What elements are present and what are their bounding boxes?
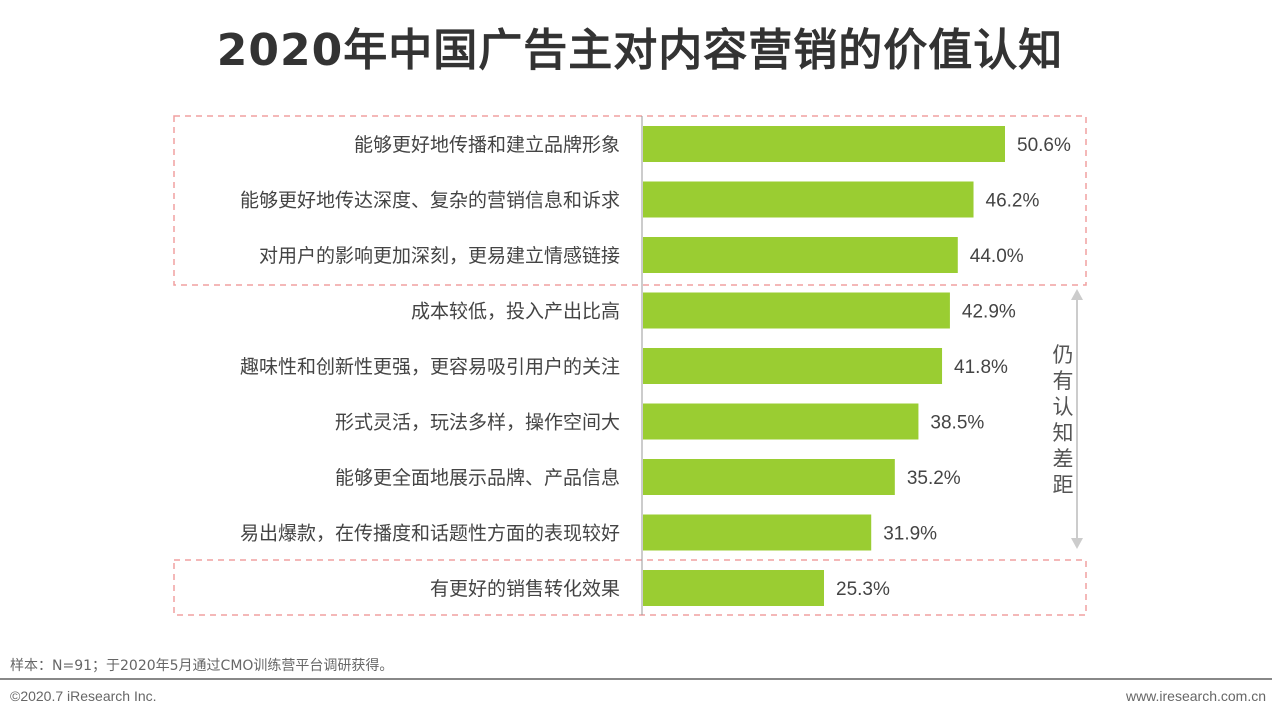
value-label: 46.2% — [986, 191, 1040, 212]
value-label: 38.5% — [930, 413, 984, 434]
bar — [643, 570, 824, 606]
bar — [643, 403, 919, 440]
category-label: 有更好的销售转化效果 — [430, 578, 620, 600]
category-label: 趣味性和创新性更强，更容易吸引用户的关注 — [240, 356, 620, 378]
category-label: 易出爆款，在传播度和话题性方面的表现较好 — [240, 523, 620, 545]
highlight-box — [173, 115, 1087, 286]
website-link[interactable]: www.iresearch.com.cn — [1125, 688, 1266, 704]
chart-title: 2020年中国广告主对内容营销的价值认知 — [216, 25, 1064, 76]
annotation-char: 仍 — [1053, 343, 1074, 367]
category-label: 形式灵活，玩法多样，操作空间大 — [335, 412, 620, 434]
annotation-char: 有 — [1053, 369, 1074, 393]
value-label: 44.0% — [970, 246, 1024, 267]
value-label: 50.6% — [1017, 135, 1071, 156]
annotation-char: 认 — [1053, 395, 1074, 419]
footer-divider — [0, 678, 1272, 680]
sample-note: 样本：N=91；于2020年5月通过CMO训练营平台调研获得。 — [10, 658, 394, 674]
bar — [643, 237, 958, 273]
value-label: 41.8% — [954, 357, 1008, 378]
value-label: 42.9% — [962, 302, 1016, 323]
category-label: 成本较低，投入产出比高 — [411, 301, 620, 323]
bar — [643, 514, 872, 551]
bar — [643, 126, 1005, 162]
copyright: ©2020.7 iResearch Inc. — [10, 688, 157, 704]
value-label: 35.2% — [907, 468, 961, 489]
bar — [643, 348, 943, 384]
bar-chart: 能够更好地传播和建立品牌形象 50.6% 能够更好地传达深度、复杂的营销信息和诉求 4… — [173, 115, 1087, 616]
bar — [643, 459, 895, 495]
annotation-char: 距 — [1053, 473, 1074, 497]
annotation-char: 知 — [1053, 421, 1074, 445]
category-label: 对用户的影响更加深刻，更易建立情感链接 — [259, 245, 620, 267]
bar — [643, 181, 974, 218]
category-label: 能够更全面地展示品牌、产品信息 — [335, 467, 620, 489]
bar — [643, 292, 950, 329]
value-label: 31.9% — [883, 524, 937, 545]
gap-arrow — [1071, 289, 1083, 549]
annotation-char: 差 — [1053, 447, 1074, 471]
value-label: 25.3% — [836, 579, 890, 600]
category-label: 能够更好地传达深度、复杂的营销信息和诉求 — [240, 190, 620, 212]
category-label: 能够更好地传播和建立品牌形象 — [354, 134, 620, 156]
highlight-box — [173, 559, 1087, 616]
